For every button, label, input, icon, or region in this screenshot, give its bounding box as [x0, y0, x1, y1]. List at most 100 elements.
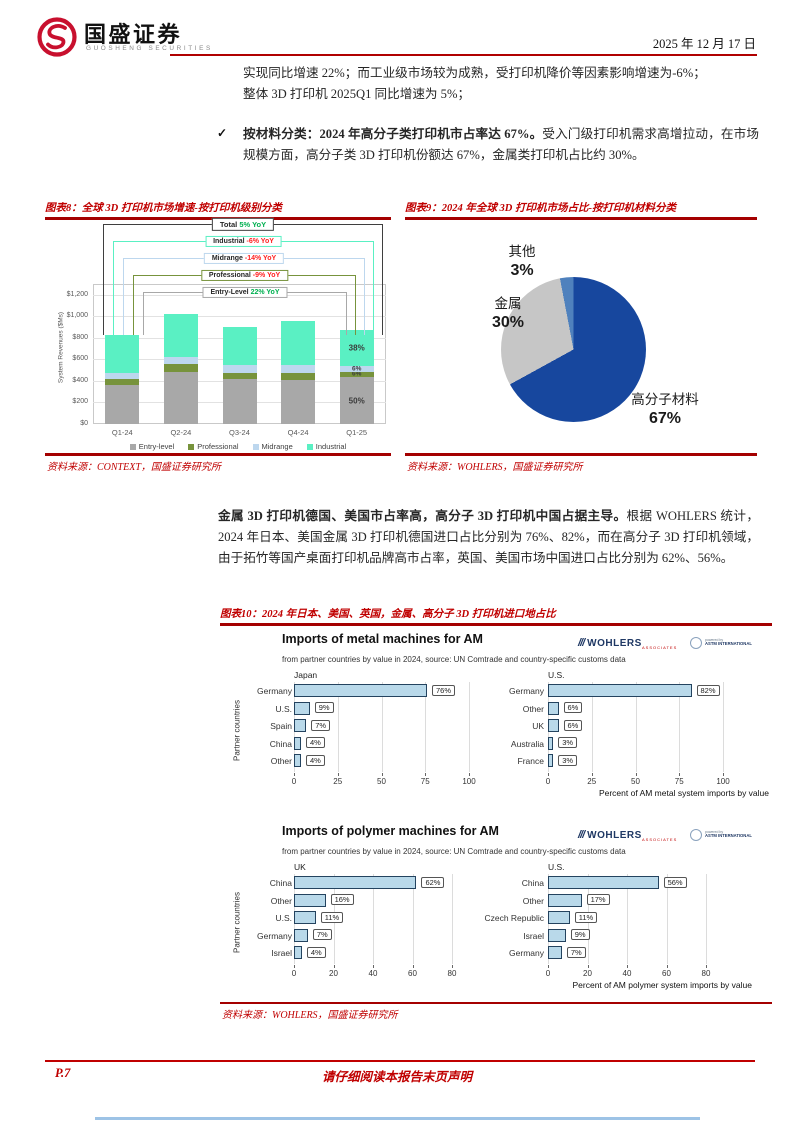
legend-swatch [252, 443, 259, 450]
pie-slice-value: 30% [491, 313, 525, 331]
astm-text: powered by ASTM INTERNATIONAL [705, 638, 752, 647]
row-label: China [521, 878, 544, 888]
h-bar [548, 946, 562, 959]
h-bar [548, 719, 559, 732]
footer-rule [45, 1060, 755, 1062]
x-tick-label: 40 [622, 968, 632, 978]
pie-slice-value: 3% [510, 261, 534, 279]
figure9-title: 图表9：2024 年全球 3D 打印机市场占比-按打印机材料分类 [405, 203, 676, 214]
x-tick-label: 20 [329, 968, 338, 978]
x-tick-label: Q3-24 [229, 428, 250, 437]
value-box: 9% [314, 702, 334, 713]
segment-label: 6% [351, 370, 362, 378]
x-tick-label: 20 [583, 968, 592, 978]
axis-tick-mark [294, 964, 295, 968]
x-tick-label: 0 [545, 776, 551, 786]
x-tick-label: 0 [291, 776, 297, 786]
value-box: 17% [586, 894, 610, 905]
bar-segment [222, 372, 257, 379]
bar-segment [281, 379, 316, 424]
legend-swatch [188, 443, 195, 450]
y-axis-title: System Revenues ($Ms) [57, 311, 65, 384]
gridline [93, 316, 386, 318]
y-tick-label: $1,200 [66, 290, 88, 298]
value-box: 3% [558, 754, 578, 766]
h-bar [294, 893, 326, 907]
astm-powered-by: powered by [705, 638, 724, 643]
value-box: 56% [663, 876, 687, 888]
h-bar [294, 928, 308, 942]
bar-segment [105, 372, 140, 380]
figure8-source-rule [45, 453, 391, 456]
panel-gridline [425, 682, 427, 772]
value-box: 62% [421, 876, 445, 888]
h-bar [294, 701, 310, 715]
segment-label: 50% [348, 396, 365, 406]
y-tick-label: $0 [80, 420, 88, 427]
h-bar [294, 946, 302, 959]
x-tick-label: 50 [631, 776, 640, 786]
annotation-box: Professional -9% YoY [200, 269, 289, 281]
annotation-box: Total 5% YoY [211, 217, 275, 231]
figure10-source-rule [220, 1002, 772, 1004]
guosheng-logo-icon [36, 16, 78, 58]
bar-segment [105, 379, 140, 386]
axis-tick-mark [294, 772, 295, 776]
x-tick-label: Q1-25 [346, 428, 368, 437]
bar-segment [163, 357, 198, 365]
figure9-source: 资料来源：WOHLERS，国盛证券研究所 [407, 462, 583, 473]
panel-region-label: Japan [294, 670, 318, 680]
bar-segment [105, 335, 140, 373]
axis-tick-mark [373, 964, 374, 968]
annotation-bracket: Entry-Level 22% YoY [143, 286, 347, 335]
x-tick-label: 0 [545, 968, 551, 978]
panel-gridline [666, 874, 668, 964]
bar-segment [281, 365, 316, 374]
annotation-bracket: Midrange -14% YoY [123, 252, 365, 335]
x-axis-title: Percent of AM metal system imports by va… [598, 787, 769, 798]
intro-line-2: 整体 3D 打印机 2025Q1 同比增速为 5%； [243, 87, 471, 102]
legend-item: Professional [188, 442, 239, 451]
figure9-block: 图表9：2024 年全球 3D 打印机市场占比-按打印机材料分类 [405, 200, 757, 220]
row-label: Other [270, 756, 292, 766]
annotation-value: 5% YoY [239, 219, 267, 229]
header-rule [170, 54, 757, 57]
bar-segment [163, 314, 198, 358]
value-box: 11% [320, 911, 344, 923]
segment-label: 38% [348, 343, 365, 353]
annotation-label: Total [219, 219, 240, 229]
annotation-value: -9% YoY [252, 271, 281, 279]
row-label: Germany [509, 686, 544, 696]
value-box: 9% [570, 929, 590, 940]
annotation-value: -6% YoY [246, 237, 274, 245]
report-date: 2025 年 12 月 17 日 [652, 37, 756, 51]
x-tick-label: 60 [408, 968, 417, 978]
row-label: Spain [270, 721, 292, 731]
section-subtitle: from partner countries by value in 2024,… [282, 655, 626, 664]
bullet-paragraph: 按材料分类：2024 年高分子类打印机市占率达 67%。受入门级打印机需求高增拉… [243, 124, 759, 166]
guosheng-emblem-icon [37, 17, 77, 57]
panel-gridline [469, 682, 470, 772]
wohlers-sub: ASSOCIATES [642, 644, 678, 650]
figure8-source: 资料来源：CONTEXT，国盛证券研究所 [47, 462, 221, 473]
pie-slice-label: 高分子材料 [631, 392, 699, 407]
x-tick-label: 25 [333, 776, 343, 786]
row-label: UK [532, 721, 544, 731]
annotation-bracket: Total 5% YoY [103, 217, 383, 335]
y-tick-label: $1,000 [66, 312, 88, 320]
brand-name-en: GUOSHENG SECURITIES [86, 45, 213, 52]
astm-powered-by: powered by [705, 830, 724, 835]
astm-logo: powered by ASTM INTERNATIONAL [690, 826, 770, 841]
pie-chart [501, 277, 646, 422]
check-bullet-icon: ✓ [217, 126, 228, 140]
legend-label: Professional [197, 442, 239, 451]
panel-gridline [381, 682, 383, 772]
axis-tick-mark [723, 772, 724, 776]
pie-slice-value: 67% [648, 409, 682, 427]
y-tick-label: $800 [72, 333, 88, 341]
figure10-source: 资料来源：WOHLERS，国盛证券研究所 [222, 1010, 398, 1021]
x-tick-label: 80 [447, 968, 457, 978]
section-title: Imports of polymer machines for AM [282, 824, 499, 838]
body-paragraph: 金属 3D 打印机德国、美国市占率高，高分子 3D 打印机中国占据主导。根据 W… [218, 506, 759, 569]
h-bar [294, 684, 427, 697]
